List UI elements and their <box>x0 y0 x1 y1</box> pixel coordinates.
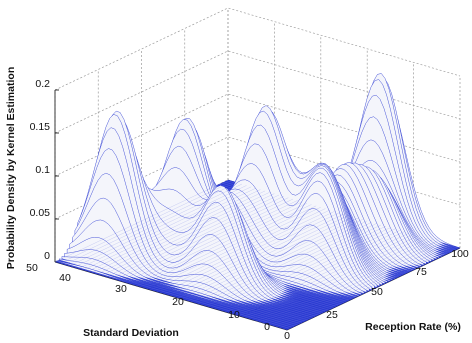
floor-mesh-line <box>96 192 270 275</box>
floor-mesh-line <box>175 215 349 298</box>
x-tick-label: 100 <box>451 248 469 260</box>
floor-mesh-line <box>170 213 345 297</box>
floor-mesh-line <box>87 189 261 272</box>
z-tick-label: 0 <box>44 250 50 262</box>
floor-mesh-line <box>115 197 289 280</box>
floor-mesh-line <box>273 243 447 327</box>
floor-mesh-line <box>189 219 363 302</box>
floor-mesh-line <box>259 239 433 322</box>
x-tick-label: 75 <box>415 266 427 278</box>
y-tick-label: 30 <box>115 283 127 295</box>
y-tick-label: 0 <box>264 321 270 333</box>
floor-mesh-line <box>152 208 326 291</box>
floor-mesh-line <box>101 193 275 276</box>
floor-mesh-line <box>235 232 410 316</box>
z-axis-label: Probability Density by Kernel Estimation <box>5 67 17 269</box>
floor-mesh-line <box>78 186 252 269</box>
surface-slice <box>61 256 294 327</box>
floor-mesh-line <box>166 212 340 295</box>
floor-mesh-line <box>59 181 233 264</box>
floor-mesh-line <box>203 223 377 306</box>
floor-mesh-line <box>68 183 242 267</box>
floor-mesh-line <box>263 241 437 324</box>
y-axis-label: Standard Deviation <box>83 327 179 339</box>
surface-slice <box>56 260 289 330</box>
floor-mesh-line <box>240 234 414 317</box>
floor-mesh-line <box>268 242 442 325</box>
floor-mesh-line <box>157 209 331 293</box>
floor-mesh-line <box>226 230 400 313</box>
surface-slice <box>69 219 302 324</box>
floor-mesh-line <box>245 235 419 318</box>
floor-mesh-line <box>198 222 372 305</box>
floor-mesh-line <box>231 231 405 314</box>
surface-slice <box>66 237 300 325</box>
floor-mesh-line <box>147 207 321 290</box>
floor-mesh-line <box>212 226 386 309</box>
z-tick-label: 0.05 <box>30 207 51 219</box>
axis-labels: Reception Rate (%) Standard Deviation Pr… <box>5 67 461 339</box>
floor-mesh-line <box>129 201 303 284</box>
x-axis-label: Reception Rate (%) <box>365 321 461 333</box>
floor-mesh-line <box>249 236 423 320</box>
y-tick-label: 10 <box>228 309 240 321</box>
floor-mesh-line <box>138 204 312 287</box>
z-tick-label: 0.2 <box>35 78 50 90</box>
surface-mesh <box>54 73 461 331</box>
floor-mesh-line <box>277 245 451 328</box>
z-tick-label: 0.1 <box>35 164 50 176</box>
floor-mesh-line <box>64 182 238 265</box>
floor-mesh-line <box>92 190 266 274</box>
surface-slice <box>59 258 292 329</box>
z-grid-line <box>54 7 461 91</box>
floor-mesh-line <box>124 200 298 283</box>
y-tick-label: 20 <box>172 296 184 308</box>
floor-mesh-line <box>217 227 391 310</box>
floor-mesh-line <box>286 247 461 331</box>
floor-mesh-line <box>54 179 229 263</box>
floor-mesh-line <box>194 220 368 303</box>
x-tick-label: 50 <box>371 286 383 298</box>
floor-mesh-line <box>143 205 317 288</box>
floor-mesh-line <box>221 228 396 312</box>
floor-mesh-line <box>180 216 354 299</box>
y-tick-label: 50 <box>26 262 38 274</box>
floor-mesh-line <box>184 217 358 301</box>
floor-mesh-line <box>133 202 307 286</box>
floor-mesh-line <box>73 185 247 268</box>
surface-slice <box>64 249 297 326</box>
x-tick-label: 0 <box>284 330 290 342</box>
floor-mesh-line <box>254 238 428 321</box>
tick-layer: 0 25 50 75 100 0 10 20 30 40 50 0 0.05 0… <box>26 78 469 342</box>
floor-mesh-line <box>119 198 294 282</box>
floor-mesh-line <box>105 194 280 278</box>
x-tick-label: 25 <box>326 309 338 321</box>
floor-mesh-line <box>82 188 256 271</box>
floor-mesh-line <box>208 224 382 308</box>
floor-mesh-line <box>161 211 335 294</box>
floor-mesh-line <box>282 246 456 329</box>
floor-mesh-line <box>110 196 284 279</box>
z-tick-label: 0.15 <box>30 121 51 133</box>
y-tick-label: 40 <box>59 272 71 284</box>
